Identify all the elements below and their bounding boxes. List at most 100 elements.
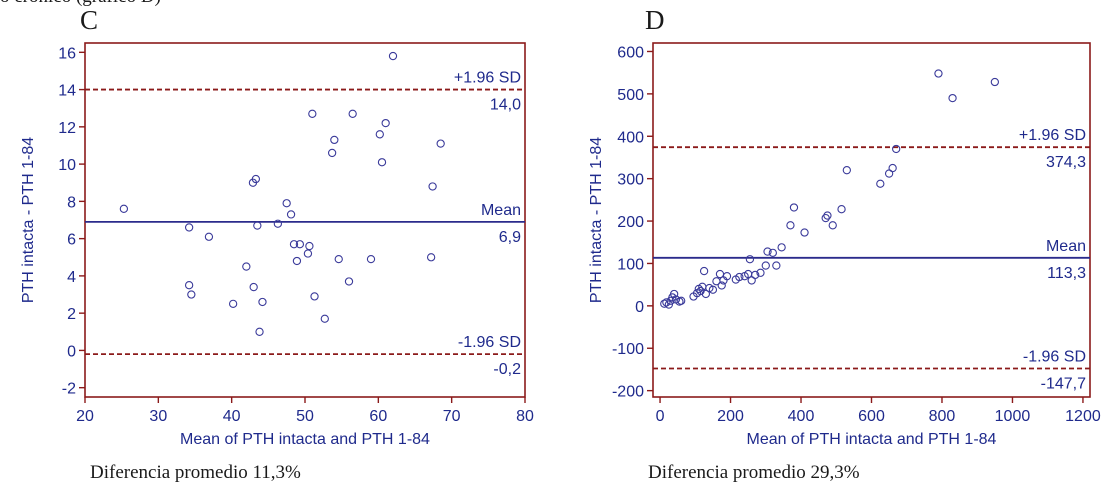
x-tick-label: 40 [223,408,241,425]
data-point [184,223,194,232]
y-axis-label: PTH intacta - PTH 1-84 [588,137,605,303]
line-name-label: -1.96 SD [1023,348,1086,365]
data-point [375,130,384,139]
y-tick-label: 6 [67,232,76,249]
header-text: o crónico (gráfico D) [0,0,161,8]
data-point [303,249,313,258]
data-point [426,253,436,262]
y-tick-label: -200 [612,384,644,401]
y-tick-label: -100 [612,341,644,358]
data-point [948,93,957,103]
data-point [334,254,343,264]
data-point [669,289,679,299]
data-point [777,243,786,252]
caption-d: Diferencia promedio 29,3% [648,462,860,483]
data-point [756,268,765,277]
data-point [295,240,305,249]
line-name-label: Mean [481,202,521,219]
y-tick-label: 0 [67,343,76,360]
x-tick-label: 800 [929,408,956,425]
panel-letter-d: D [645,5,665,35]
data-point [377,158,387,167]
data-point [701,289,711,299]
data-point [388,51,398,61]
line-name-label: +1.96 SD [1019,127,1086,144]
data-point [251,174,261,184]
x-axis-label: Mean of PTH intacta and PTH 1-84 [747,431,997,448]
data-point [366,254,376,264]
y-tick-label: -2 [62,381,76,398]
x-tick-label: 70 [443,408,461,425]
data-point [751,270,760,280]
x-tick-label: 80 [516,408,534,425]
data-point [286,210,296,219]
x-tick-label: 20 [76,408,94,425]
data-point [934,69,943,78]
data-point [184,281,194,290]
y-tick-label: 200 [617,214,644,231]
data-point [436,139,445,148]
line-name-label: +1.96 SD [454,70,521,87]
data-point [119,204,129,213]
data-point [888,163,897,173]
x-tick-label: 200 [717,408,744,425]
data-point [772,261,781,270]
line-name-label: Mean [1046,238,1086,255]
y-tick-label: 300 [617,172,644,189]
y-tick-label: 10 [58,157,76,174]
data-point [282,199,291,208]
data-point [327,148,337,158]
x-tick-label: 400 [788,408,815,425]
data-point [242,262,251,271]
data-point [305,241,314,251]
data-point [187,290,196,299]
data-point [677,296,686,305]
data-point [786,221,795,230]
data-point [800,228,809,237]
data-point [761,261,770,270]
data-point [320,314,329,323]
y-axis-label: PTH intacta - PTH 1-84 [20,137,37,303]
data-point [828,221,837,230]
data-point [255,327,264,336]
x-tick-label: 30 [149,408,167,425]
chart-d: -200 -100 0 100 200 300 400 500 600 0 200 400 600 800… [588,42,1101,448]
data-point [821,213,830,223]
x-axis-label: Mean of PTH intacta and PTH 1-84 [180,431,430,448]
x-tick-label: 50 [296,408,314,425]
data-point [763,247,772,256]
y-tick-label: 2 [67,306,76,323]
caption-c: Diferencia promedio 11,3% [90,462,301,483]
data-point [699,266,709,276]
line-value-label: 6,9 [499,229,521,246]
x-tick-label: 60 [369,408,387,425]
y-tick-label: 12 [58,120,76,137]
data-point [344,277,354,286]
data-point [273,219,283,228]
plot-frame [652,42,1091,398]
line-value-label: 374,3 [1046,154,1086,171]
data-point [310,292,319,301]
x-tick-label: 1000 [995,408,1031,425]
data-point [253,221,262,230]
data-point [789,203,799,212]
data-point [892,144,901,154]
data-point [735,272,744,282]
data-point [289,240,299,249]
x-tick-label: 0 [656,408,665,425]
panel-letter-c: C [80,5,99,35]
data-point [837,205,846,214]
data-point [745,255,755,264]
data-point [330,135,339,145]
chart-c: -2 0 2 4 6 8 10 12 14 16 20 30 40 50 60 70 80 Mean of PTH… [20,42,534,448]
data-point [662,298,671,307]
data-point [348,109,357,118]
data-point [258,297,267,307]
y-tick-label: 600 [617,44,644,61]
data-point [204,232,214,241]
y-tick-label: 100 [617,256,644,273]
data-point [664,300,674,309]
line-value-label: -0,2 [493,361,521,378]
y-tick-label: 0 [635,299,644,316]
y-tick-label: 8 [67,194,76,211]
